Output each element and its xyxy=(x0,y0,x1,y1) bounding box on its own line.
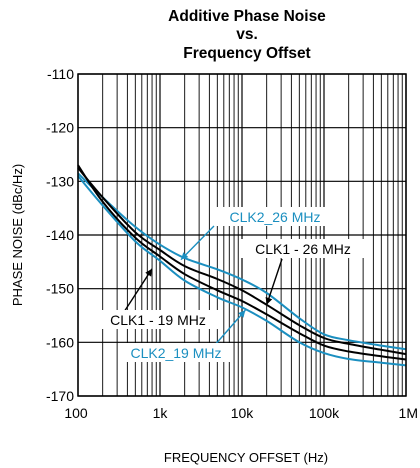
annotation-label-bg xyxy=(241,239,365,258)
x-tick-label: 1M xyxy=(399,405,418,421)
series-line-1 xyxy=(77,167,407,356)
y-tick-label: -150 xyxy=(46,281,74,297)
y-tick-label: -120 xyxy=(46,120,74,136)
annotation-label: CLK1 - 26 MHz xyxy=(255,241,351,257)
annotation-arrowhead xyxy=(145,268,153,277)
x-tick-label: 100 xyxy=(64,405,88,421)
y-tick-label: -130 xyxy=(46,173,74,189)
annotation-label-bg xyxy=(97,310,219,329)
tick-labels: -170 -160 -150 -140 -130 -120 -110 100 1k 10k 100k… xyxy=(46,66,418,421)
series-line-2 xyxy=(77,164,407,361)
plot-frame xyxy=(77,73,407,397)
annotation-arrowhead xyxy=(265,297,273,305)
annotation-leader xyxy=(213,309,246,347)
x-axis-label: FREQUENCY OFFSET (Hz) xyxy=(164,450,328,465)
x-tick-label: 1k xyxy=(153,405,169,421)
annotation-leader xyxy=(266,258,283,305)
y-axis-label: PHASE NOISE (dBc/Hz) xyxy=(10,164,25,306)
x-tick-label: 10k xyxy=(231,405,255,421)
annotation-label-bg xyxy=(216,207,334,226)
chart-title-line-1: Additive Phase Noise xyxy=(168,8,326,25)
series-lines xyxy=(77,164,407,367)
annotation-arrowhead xyxy=(238,310,246,318)
y-tick-label: -160 xyxy=(46,334,74,350)
annotation-leader xyxy=(123,268,153,313)
annotation-label: CLK2_19 MHz xyxy=(130,345,221,361)
x-tick-label: 100k xyxy=(309,405,340,421)
y-tick-label: -110 xyxy=(47,66,74,82)
annotation-arrowhead xyxy=(180,252,189,260)
y-tick-label: -140 xyxy=(46,227,74,243)
chart-title-line-3: Frequency Offset xyxy=(183,45,310,62)
annotation-label: CLK2_26 MHz xyxy=(229,209,320,225)
series-line-3 xyxy=(77,175,407,367)
annotations: CLK2_26 MHz CLK1 - 26 MHz CLK1 - 19 MHz CLK… xyxy=(97,207,365,362)
annotation-label-bg xyxy=(119,343,233,362)
series-line-0 xyxy=(77,172,407,351)
y-tick-label: -170 xyxy=(46,388,74,404)
annotation-label: CLK1 - 19 MHz xyxy=(110,312,206,328)
chart-title-line-2: vs. xyxy=(236,26,258,43)
annotation-leader xyxy=(180,225,215,261)
